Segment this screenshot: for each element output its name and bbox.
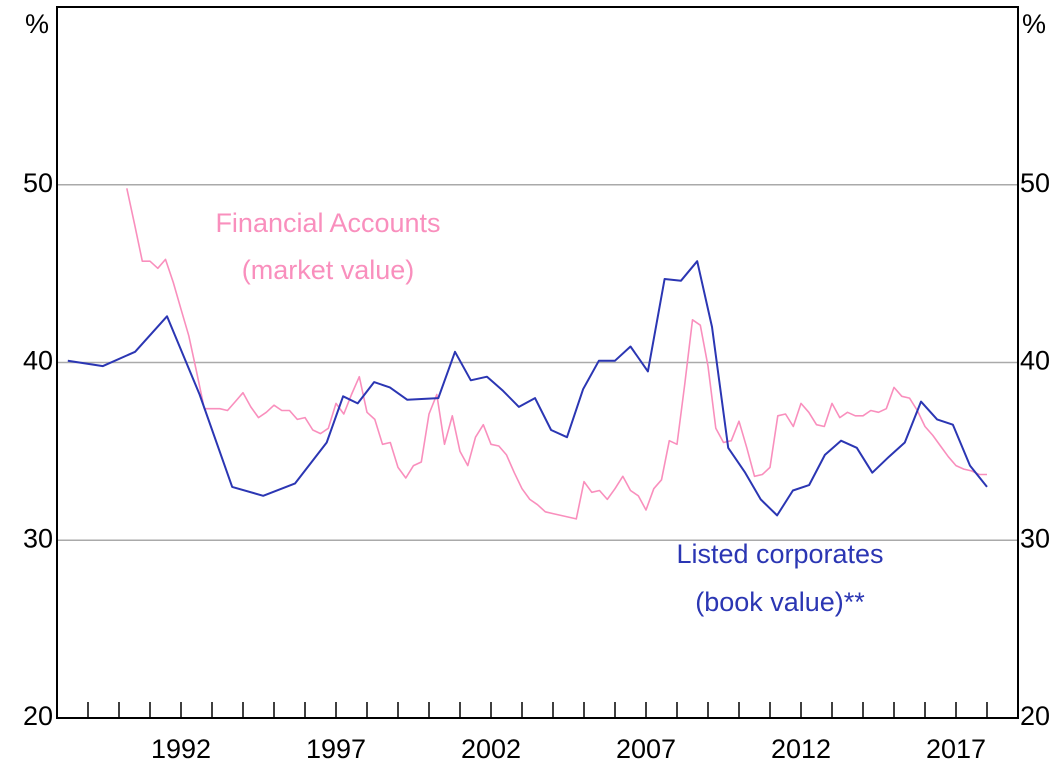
annotation: (market value) bbox=[242, 255, 415, 285]
y-tick-label: 30 bbox=[23, 523, 53, 553]
y-unit-left: % bbox=[25, 9, 49, 39]
annotation: Financial Accounts bbox=[215, 208, 440, 238]
y-tick-label: 50 bbox=[1020, 168, 1050, 198]
x-tick-label: 2017 bbox=[926, 734, 986, 764]
y-tick-label: 30 bbox=[1020, 523, 1050, 553]
y-tick-label: 20 bbox=[1020, 701, 1050, 731]
x-tick-label: 1997 bbox=[306, 734, 366, 764]
y-tick-label: 20 bbox=[23, 701, 53, 731]
x-tick-label: 2002 bbox=[461, 734, 521, 764]
y-tick-label: 40 bbox=[1020, 346, 1050, 376]
plot-frame bbox=[56, 6, 1019, 719]
y-tick-label: 40 bbox=[23, 346, 53, 376]
annotation: Listed corporates bbox=[676, 539, 883, 569]
x-tick-label: 2012 bbox=[771, 734, 831, 764]
x-tick-label: 2007 bbox=[616, 734, 676, 764]
x-tick-label: 1992 bbox=[151, 734, 211, 764]
y-tick-label: 50 bbox=[23, 168, 53, 198]
line-series bbox=[67, 260, 988, 517]
line-series bbox=[126, 188, 987, 520]
y-unit-right: % bbox=[1022, 9, 1046, 39]
annotation: (book value)** bbox=[695, 587, 865, 617]
